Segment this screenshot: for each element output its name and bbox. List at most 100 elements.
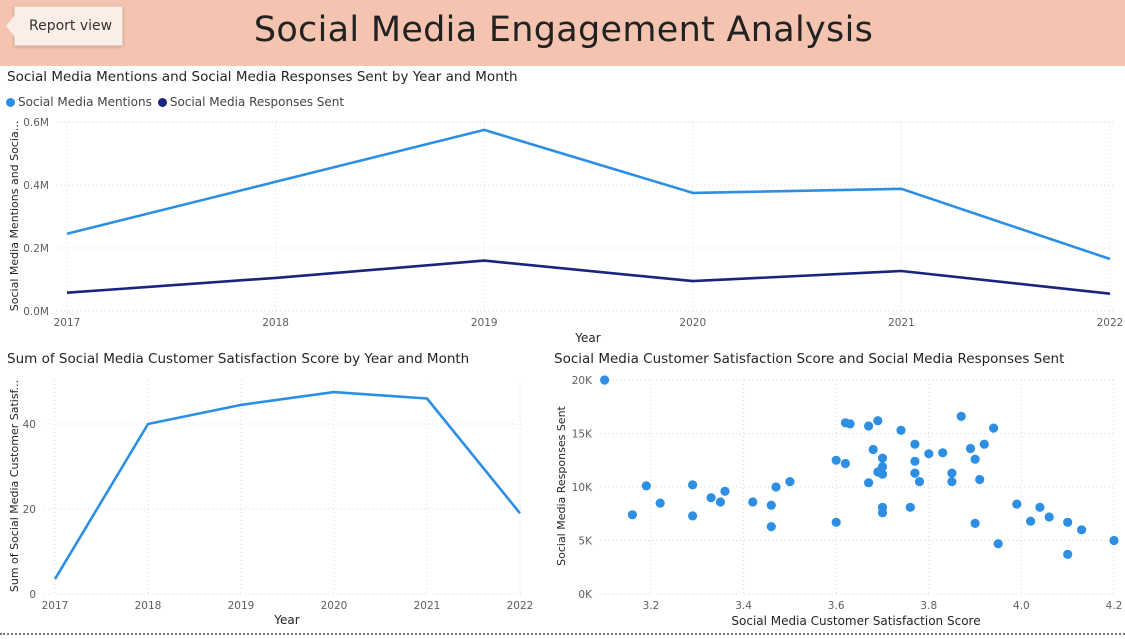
scatter-point [641, 481, 651, 491]
y-axis-title: Social Media Responses Sent [555, 405, 568, 565]
legend-item-mentions[interactable]: Social Media Mentions [6, 95, 152, 109]
scatter-point [771, 482, 781, 492]
scatter-point [655, 498, 665, 508]
scatter-point [1077, 525, 1087, 535]
scatter-point [1109, 535, 1119, 546]
x-tick-label: 2020 [321, 600, 348, 612]
y-tick-label: 20 [23, 504, 36, 516]
scatter-point [970, 518, 980, 529]
scatter-point [873, 416, 883, 426]
scatter-point [1012, 499, 1022, 509]
series-line-satisfaction [53, 390, 522, 580]
scatter-chart-title: Social Media Customer Satisfaction Score… [554, 351, 1065, 367]
scatter-point [766, 500, 776, 510]
mentions-chart-legend: Social Media Mentions Social Media Respo… [6, 95, 350, 109]
scatter-point [600, 375, 610, 385]
x-axis-title: Year [273, 613, 299, 627]
legend-dot-mentions [6, 97, 15, 107]
x-tick-label: 2019 [471, 317, 498, 329]
scatter-point [831, 455, 841, 465]
series-line-responses [66, 259, 1111, 295]
scatter-point [877, 453, 888, 463]
scatter-point [840, 458, 851, 469]
x-axis-title: Year [574, 331, 600, 345]
scatter-point [993, 539, 1003, 549]
scatter-point [989, 423, 999, 433]
y-tick-label: 0K [578, 589, 593, 601]
scatter-point [868, 444, 878, 455]
y-tick-label: 10K [572, 482, 593, 494]
scatter-point [688, 511, 698, 521]
x-tick-label: 4.0 [1013, 600, 1030, 612]
scatter-point [979, 439, 989, 449]
x-tick-label: 2021 [414, 600, 441, 612]
y-tick-label: 40 [23, 419, 36, 431]
scatter-point [938, 448, 948, 458]
scatter-point [688, 480, 698, 490]
x-axis-title: Social Media Customer Satisfaction Score [731, 614, 980, 628]
scatter-point [914, 477, 925, 487]
x-tick-label: 3.6 [828, 600, 845, 612]
x-tick-label: 2018 [262, 317, 289, 329]
x-tick-label: 4.2 [1106, 600, 1123, 612]
scatter-point [910, 456, 920, 466]
report-header: Report view Social Media Engagement Anal… [0, 0, 1125, 66]
scatter-point [910, 439, 920, 449]
page-title: Social Media Engagement Analysis [253, 10, 874, 50]
scatter-point [965, 443, 976, 454]
scatter-point [864, 478, 874, 488]
scatter-point [864, 421, 874, 431]
y-axis-title: Sum of Social Media Customer Satisf... [8, 380, 21, 592]
scatter-point [905, 502, 915, 512]
scatter-point [956, 411, 966, 421]
y-tick-label: 5K [578, 536, 593, 548]
legend-label-mentions: Social Media Mentions [18, 95, 152, 109]
x-tick-label: 2017 [54, 317, 81, 329]
y-tick-label: 20K [572, 375, 593, 387]
y-axis-title: Social Media Mentions and Socia... [8, 121, 21, 311]
y-tick-label: 0 [29, 589, 36, 601]
x-tick-label: 2018 [135, 600, 162, 612]
scatter-point [1035, 502, 1045, 512]
report-view-button[interactable]: Report view [5, 6, 124, 46]
legend-dot-responses [157, 97, 167, 107]
scatter-point [910, 468, 920, 478]
scatter-point [975, 474, 985, 485]
y-tick-label: 15K [572, 429, 593, 441]
scatter-point [766, 522, 776, 532]
legend-label-responses: Social Media Responses Sent [169, 95, 345, 109]
y-tick-label: 0.0M [23, 306, 49, 318]
x-tick-label: 3.4 [735, 600, 752, 612]
scatter-point [924, 449, 934, 459]
scatter-point [970, 454, 980, 464]
scatter-point [845, 419, 855, 429]
scatter-point [715, 497, 726, 507]
scatter-point [1044, 512, 1054, 522]
x-tick-label: 2022 [507, 600, 534, 612]
scatter-point [877, 508, 888, 518]
x-tick-label: 3.8 [920, 600, 937, 612]
y-tick-label: 0.4M [23, 180, 49, 192]
scatter-point [947, 468, 957, 478]
scatter-point [627, 510, 638, 520]
x-tick-label: 2017 [42, 600, 69, 612]
y-tick-label: 0.2M [23, 243, 49, 255]
scatter-point [1063, 549, 1073, 560]
x-tick-label: 2019 [228, 600, 255, 612]
page-bottom-divider [0, 633, 1125, 635]
scatter-point [706, 493, 716, 503]
satisfaction-chart-title: Sum of Social Media Customer Satisfactio… [7, 351, 470, 367]
scatter-point [748, 497, 758, 507]
mentions-chart-title: Social Media Mentions and Social Media R… [7, 69, 518, 85]
x-tick-label: 3.2 [643, 600, 660, 612]
scatter-point [831, 517, 841, 527]
x-tick-label: 2021 [888, 317, 915, 329]
x-tick-label: 2020 [679, 317, 706, 329]
scatter-point [877, 469, 888, 479]
x-tick-label: 2022 [1097, 317, 1124, 329]
series-line-mentions [66, 128, 1111, 261]
scatter-point [896, 425, 906, 435]
legend-item-responses[interactable]: Social Media Responses Sent [157, 95, 345, 109]
scatter-point [1026, 516, 1036, 526]
